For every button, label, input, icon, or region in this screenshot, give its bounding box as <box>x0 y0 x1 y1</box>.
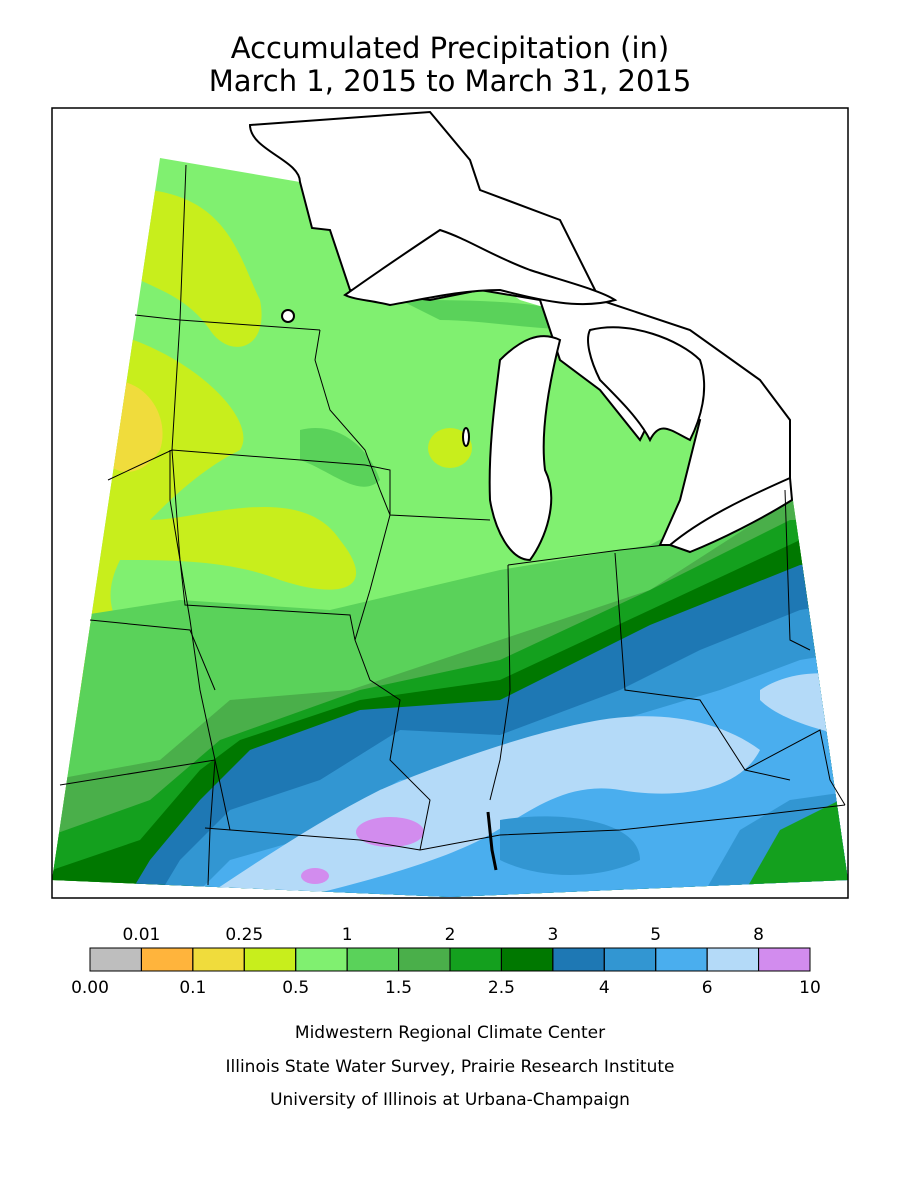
legend-label: 2 <box>445 925 456 945</box>
legend-label: 10 <box>799 978 821 998</box>
legend-label: 0.25 <box>225 925 263 945</box>
precip-map <box>51 107 849 899</box>
legend-swatch <box>192 947 245 972</box>
legend-swatch <box>758 947 811 972</box>
legend-swatch <box>398 947 451 972</box>
footer-line: University of Illinois at Urbana-Champai… <box>270 1090 630 1110</box>
legend-label: 8 <box>753 925 764 945</box>
legend-swatch <box>655 947 708 972</box>
legend-label: 5 <box>650 925 661 945</box>
legend-label: 1.5 <box>385 978 412 998</box>
legend-swatch <box>603 947 657 972</box>
legend-label: 6 <box>702 978 713 998</box>
footer-line: Midwestern Regional Climate Center <box>295 1023 605 1043</box>
legend: 0.00 0.01 0.1 0.25 0.5 1 1.5 2 2.5 3 4 5 6 8 10 <box>71 925 821 998</box>
legend-label: 1 <box>342 925 353 945</box>
legend-label: 3 <box>547 925 558 945</box>
legend-label: 2.5 <box>488 978 515 998</box>
legend-swatch <box>706 947 760 972</box>
legend-swatch <box>552 947 605 972</box>
legend-label: 0.01 <box>122 925 160 945</box>
legend-swatch <box>449 947 502 972</box>
footer-line: Illinois State Water Survey, Prairie Res… <box>226 1057 675 1077</box>
legend-swatch <box>140 947 194 972</box>
map-subtitle: March 1, 2015 to March 31, 2015 <box>209 64 692 98</box>
state-borders <box>59 164 846 886</box>
legend-label: 0.5 <box>282 978 309 998</box>
legend-swatch <box>346 947 400 972</box>
legend-swatch <box>500 947 554 972</box>
legend-label: 0.00 <box>71 978 109 998</box>
legend-label: 4 <box>599 978 610 998</box>
map-title: Accumulated Precipitation (in) <box>231 31 669 65</box>
legend-label: 0.1 <box>179 978 206 998</box>
legend-swatch <box>89 947 142 972</box>
legend-swatch <box>243 947 297 972</box>
legend-swatch <box>295 947 348 972</box>
